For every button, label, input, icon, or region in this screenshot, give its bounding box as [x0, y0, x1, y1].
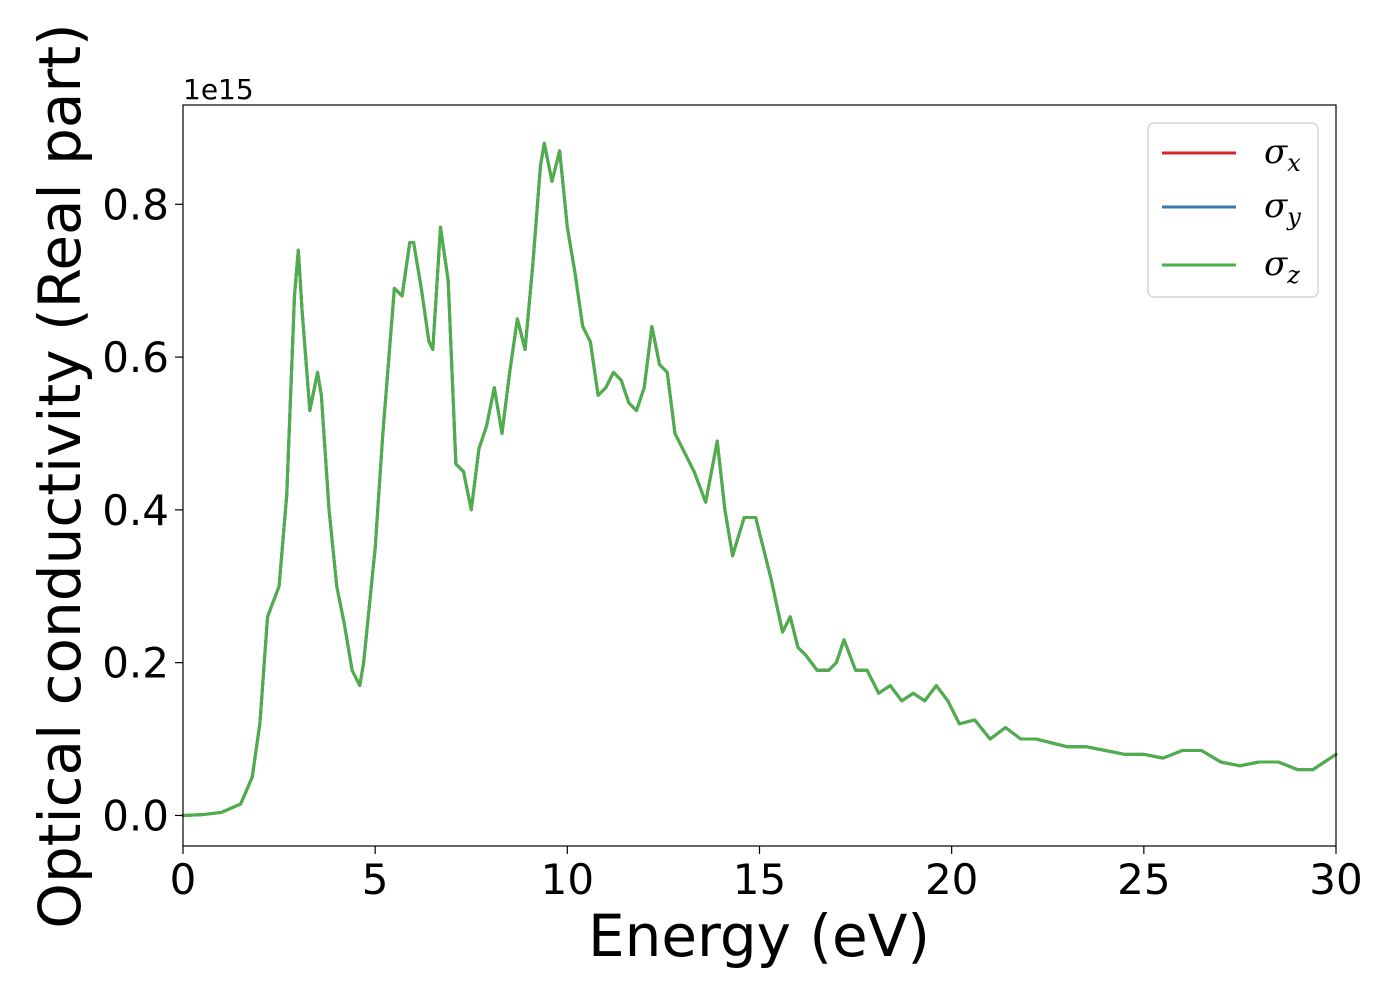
legend-label-y: σy: [1264, 186, 1301, 231]
y-tick-label: 0.8: [102, 180, 169, 229]
x-tick-label: 10: [541, 855, 594, 904]
plot-area: [183, 105, 1336, 846]
legend: σx σy σz: [1147, 122, 1319, 298]
series-layer: [181, 141, 1338, 817]
legend-box: [1147, 122, 1319, 298]
x-tick-label: 5: [362, 855, 389, 904]
y-axis: 0.0 0.2 0.4 0.6 0.8: [102, 180, 183, 840]
y-tick-label: 0.0: [102, 791, 169, 840]
x-axis: 0 5 10 15 20 25 30: [170, 846, 1363, 904]
y-offset-label: 1e15: [183, 73, 254, 106]
x-axis-title: Energy (eV): [588, 902, 930, 970]
series-line-z: [181, 141, 1338, 817]
x-tick-label: 30: [1309, 855, 1362, 904]
y-tick-label: 0.2: [102, 639, 169, 688]
y-tick-label: 0.4: [102, 486, 169, 535]
x-tick-label: 0: [170, 855, 197, 904]
y-axis-title: Optical conductivity (Real part): [26, 23, 94, 928]
legend-label-z: σz: [1264, 244, 1300, 289]
x-tick-label: 20: [925, 855, 978, 904]
legend-label-x: σx: [1264, 132, 1301, 177]
x-tick-label: 15: [733, 855, 786, 904]
x-tick-label: 25: [1117, 855, 1170, 904]
y-tick-label: 0.6: [102, 333, 169, 382]
